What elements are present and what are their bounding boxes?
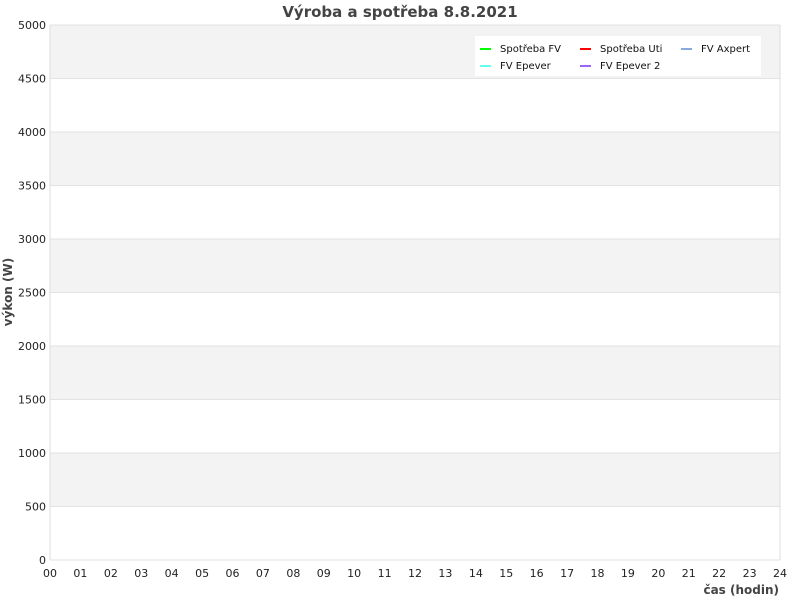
legend: Spotřeba FV Spotřeba Uti FV Axpert FV Epeve… — [475, 36, 761, 76]
grid-band — [50, 399, 780, 453]
chart-title: Výroba a spotřeba 8.8.2021 — [282, 3, 517, 21]
x-tick-label: 02 — [104, 567, 118, 580]
x-tick-label: 12 — [408, 567, 422, 580]
grid-band — [50, 506, 780, 560]
legend-label: FV Axpert — [701, 44, 750, 55]
x-tick-label: 13 — [438, 567, 452, 580]
grid-band — [50, 239, 780, 293]
x-tick-label: 14 — [469, 567, 483, 580]
x-tick-label: 06 — [226, 567, 240, 580]
grid-band — [50, 453, 780, 507]
x-tick-label: 09 — [317, 567, 331, 580]
x-axis-label: čas (hodin) — [703, 583, 779, 597]
x-tick-label: 10 — [347, 567, 361, 580]
x-tick-label: 23 — [743, 567, 757, 580]
y-tick-label: 4500 — [18, 73, 46, 86]
x-tick-label: 22 — [712, 567, 726, 580]
x-tick-label: 18 — [591, 567, 605, 580]
y-tick-label: 0 — [39, 554, 46, 567]
grid-band — [50, 78, 780, 132]
legend-label: Spotřeba Uti — [600, 43, 662, 55]
x-tick-label: 20 — [651, 567, 665, 580]
x-tick-label: 17 — [560, 567, 574, 580]
x-tick-label: 04 — [165, 567, 179, 580]
y-tick-label: 5000 — [18, 19, 46, 32]
legend-label: FV Epever 2 — [600, 61, 660, 72]
x-tick-label: 05 — [195, 567, 209, 580]
grid-band — [50, 132, 780, 186]
legend-label: Spotřeba FV — [500, 43, 561, 55]
x-tick-label: 00 — [43, 567, 57, 580]
x-tick-label: 24 — [773, 567, 787, 580]
grid-band — [50, 346, 780, 400]
x-tick-label: 15 — [499, 567, 513, 580]
x-tick-label: 19 — [621, 567, 635, 580]
legend-box — [475, 36, 761, 76]
x-tick-label: 01 — [73, 567, 87, 580]
y-tick-label: 4000 — [18, 126, 46, 139]
legend-label: FV Epever — [500, 61, 552, 72]
x-tick-label: 21 — [682, 567, 696, 580]
grid-band — [50, 292, 780, 346]
y-tick-label: 1500 — [18, 394, 46, 407]
y-tick-label: 2000 — [18, 340, 46, 353]
y-tick-label: 500 — [25, 501, 46, 514]
x-tick-label: 07 — [256, 567, 270, 580]
x-tick-label: 16 — [530, 567, 544, 580]
y-tick-label: 2500 — [18, 287, 46, 300]
y-axis-label: výkon (W) — [1, 258, 15, 326]
x-tick-label: 08 — [286, 567, 300, 580]
x-tick-label: 03 — [134, 567, 148, 580]
y-tick-label: 3000 — [18, 233, 46, 246]
y-tick-label: 3500 — [18, 180, 46, 193]
x-tick-label: 11 — [378, 567, 392, 580]
y-tick-label: 1000 — [18, 447, 46, 460]
grid-band — [50, 185, 780, 239]
